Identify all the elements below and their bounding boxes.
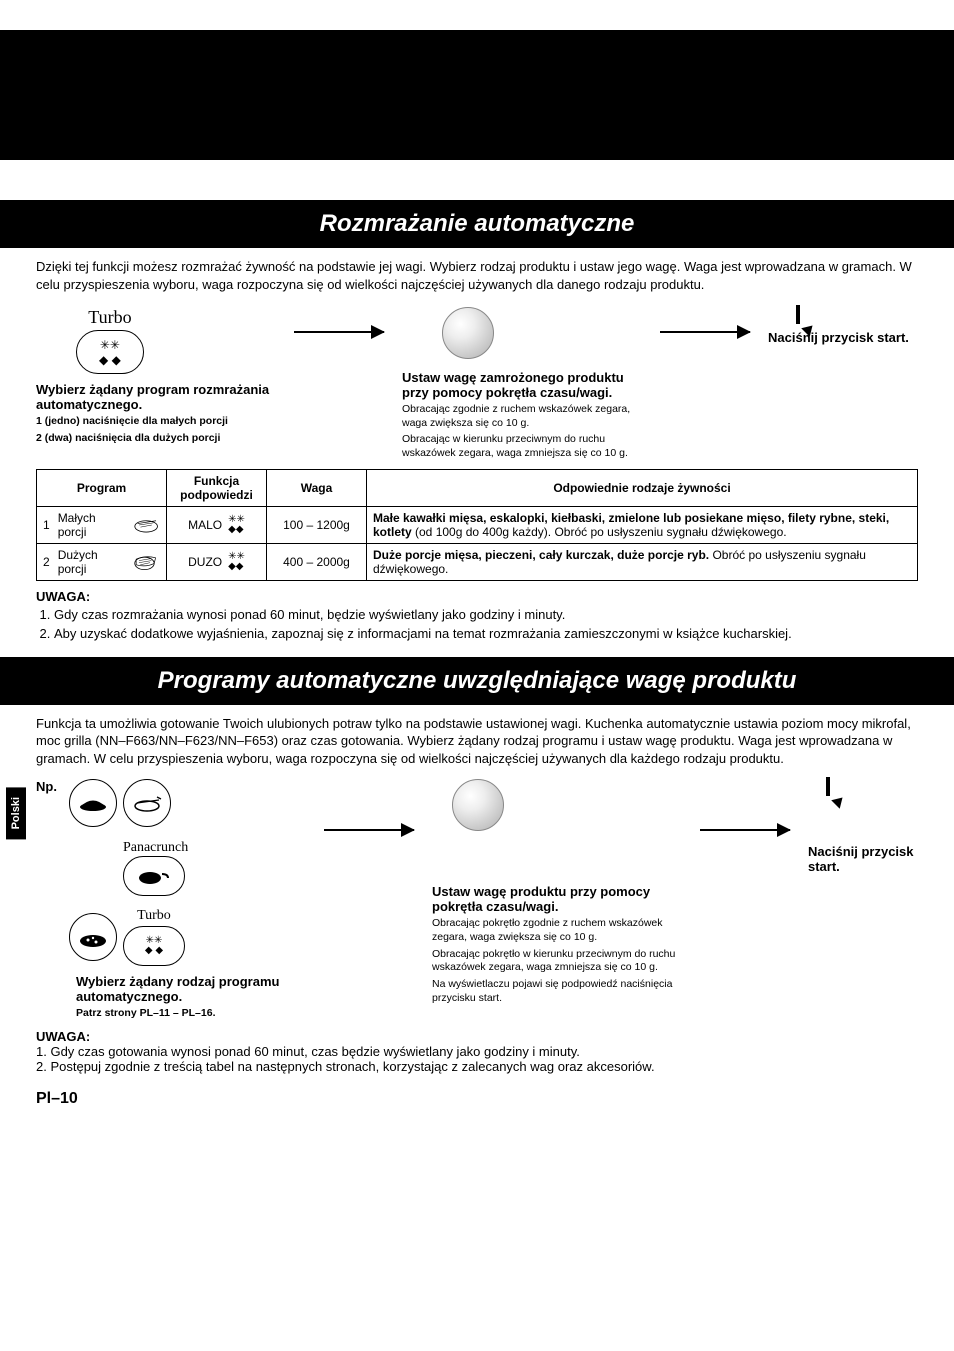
snowflake-icon: ✳✳◆◆	[228, 552, 245, 572]
defrost-table: Program Funkcja podpowiedzi Waga Odpowie…	[36, 469, 918, 581]
small-meat-icon	[132, 516, 160, 534]
turbo-icon: ✳✳◆ ◆	[123, 926, 185, 966]
th-weight: Waga	[267, 469, 367, 506]
row2-name: Dużych porcji	[58, 548, 125, 576]
panacrunch-icon	[123, 856, 185, 896]
section2-intro: Funkcja ta umożliwia gotowanie Twoich ul…	[36, 715, 918, 768]
section2-steps: Np. Panacrunch Turbo ✳✳◆ ◆ Wybierz żąda	[36, 779, 918, 1021]
s1-step2-l1: Obracając zgodnie z ruchem wskazówek zeg…	[402, 403, 642, 430]
row2-weight: 400 – 2000g	[267, 543, 367, 580]
row1-hint: MALO	[188, 518, 222, 532]
row2-food: Duże porcje mięsa, pieczeni, cały kurcza…	[367, 543, 918, 580]
s2-step2: Ustaw wagę produktu przy pomocy pokrętła…	[432, 779, 682, 1005]
language-tab: Polski	[6, 787, 26, 839]
section1-steps: Turbo ✳✳◆ ◆ Wybierz żądany program rozmr…	[36, 307, 918, 461]
s2-step1-sub: Patrz strony PL–11 – PL–16.	[76, 1007, 306, 1021]
turbo-button: ✳✳◆ ◆	[76, 330, 144, 374]
s1-step2-title: Ustaw wagę zamrożonego produktu przy pom…	[402, 370, 642, 400]
s1-step3: Naciśnij przycisk start.	[768, 307, 918, 345]
row1-name: Małych porcji	[58, 511, 124, 539]
row1-weight: 100 – 1200g	[267, 506, 367, 543]
large-meat-icon	[132, 553, 160, 571]
s2-step2-l2: Obracając pokrętło w kierunku przeciwnym…	[432, 948, 682, 975]
snowflake-icon: ✳✳◆◆	[228, 515, 245, 535]
np-label: Np.	[36, 779, 57, 794]
s2-step3-title: Naciśnij przycisk start.	[808, 844, 918, 874]
dial-icon	[442, 307, 494, 359]
arrow-icon	[660, 331, 750, 333]
s2-step2-l1: Obracając pokrętło zgodnie z ruchem wska…	[432, 917, 682, 944]
th-hint: Funkcja podpowiedzi	[167, 469, 267, 506]
start-icon	[826, 777, 830, 796]
th-program: Program	[37, 469, 167, 506]
row2-num: 2	[43, 555, 50, 569]
dish2-icon	[123, 779, 171, 827]
th-food: Odpowiednie rodzaje żywności	[367, 469, 918, 506]
row1-num: 1	[43, 518, 50, 532]
s1-step1-l1: 1 (jedno) naciśnięcie dla małych porcji	[36, 415, 276, 429]
s1-step2: Ustaw wagę zamrożonego produktu przy pom…	[402, 307, 642, 461]
table-row: 1 Małych porcji MALO ✳✳◆◆ 100 – 1200g Ma…	[37, 506, 918, 543]
row2-hint: DUZO	[188, 555, 222, 569]
arrow-icon	[700, 829, 790, 831]
s1-notes: Gdy czas rozmrażania wynosi ponad 60 min…	[54, 606, 918, 643]
program-icon-grid: Panacrunch Turbo ✳✳◆ ◆	[69, 779, 289, 966]
s1-note1: Gdy czas rozmrażania wynosi ponad 60 min…	[54, 606, 918, 624]
arrow-icon	[324, 829, 414, 831]
s2-note2: 2. Postępuj zgodnie z treścią tabel na n…	[36, 1059, 918, 1074]
dial-icon	[452, 779, 504, 831]
row1-food: Małe kawałki mięsa, eskalopki, kiełbaski…	[367, 506, 918, 543]
pizza-icon	[69, 913, 117, 961]
section1-title: Rozmrażanie automatyczne	[0, 200, 954, 248]
s1-step2-l2: Obracając w kierunku przeciwnym do ruchu…	[402, 433, 642, 460]
start-icon	[796, 305, 800, 324]
panacrunch-label: Panacrunch	[123, 840, 188, 855]
s2-note-heading: UWAGA:	[36, 1029, 918, 1044]
dish-icon	[69, 779, 117, 827]
s2-step1-title: Wybierz żądany rodzaj programu automatyc…	[76, 974, 306, 1004]
section2-title: Programy automatyczne uwzględniające wag…	[0, 657, 954, 705]
table-row: 2 Dużych porcji DUZO ✳✳◆◆ 400 – 2000g Du…	[37, 543, 918, 580]
arrow-icon	[294, 331, 384, 333]
s2-step1: Np. Panacrunch Turbo ✳✳◆ ◆ Wybierz żąda	[36, 779, 306, 1021]
s2-step2-title: Ustaw wagę produktu przy pomocy pokrętła…	[432, 884, 682, 914]
snowflake-icon: ✳✳◆ ◆	[99, 338, 121, 367]
s1-step3-title: Naciśnij przycisk start.	[768, 330, 909, 345]
turbo-label2: Turbo	[123, 908, 185, 924]
turbo-label: Turbo	[76, 307, 144, 328]
s1-step1: Turbo ✳✳◆ ◆ Wybierz żądany program rozmr…	[36, 307, 276, 445]
s1-note2: Aby uzyskać dodatkowe wyjaśnienia, zapoz…	[54, 625, 918, 643]
s1-step1-title: Wybierz żądany program rozmrażania autom…	[36, 382, 276, 412]
s2-note1: 1. Gdy czas gotowania wynosi ponad 60 mi…	[36, 1044, 918, 1059]
s1-note-heading: UWAGA:	[36, 589, 918, 604]
s1-step1-l2: 2 (dwa) naciśnięcia dla dużych porcji	[36, 432, 276, 446]
s2-step3: Naciśnij przycisk start.	[808, 779, 918, 874]
page-number: Pl–10	[36, 1090, 918, 1108]
s2-step2-l3: Na wyświetlaczu pojawi się podpowiedź na…	[432, 978, 682, 1005]
section1-intro: Dzięki tej funkcji możesz rozmrażać żywn…	[36, 258, 918, 293]
